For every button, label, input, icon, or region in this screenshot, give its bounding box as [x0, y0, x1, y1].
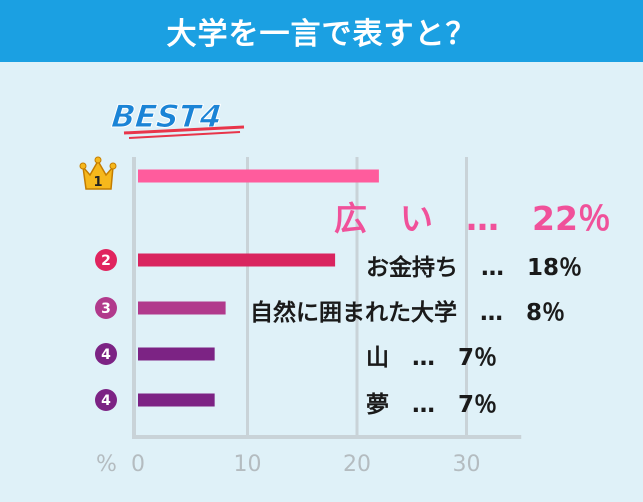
bar-label-5: 夢 … 7％ [366, 392, 497, 418]
x-tick-0: 0 [131, 452, 145, 477]
header-title: 大学を一言で表すと？ [0, 0, 643, 62]
rank-circle-5 [95, 389, 117, 411]
bar-1 [138, 169, 379, 183]
bar-3 [138, 301, 226, 315]
bar-label-1: 広 い … 22％ [334, 199, 611, 238]
x-tick-30: 30 [453, 452, 481, 477]
x-tick-10: 10 [234, 452, 262, 477]
crown-rank-number: 1 [93, 175, 102, 190]
bar-4 [138, 347, 215, 361]
bar-label-3: 自然に囲まれた大学 … 8％ [250, 299, 565, 326]
rank-circle-2 [95, 249, 117, 271]
bar-2 [138, 253, 336, 267]
grid [132, 157, 522, 439]
rank-circle-4 [95, 343, 117, 365]
bar-labels: 広 い … 22％ お金持ち … 18％ 自然に囲まれた大学 … 8％ 山 … 7％ 夢… [250, 199, 611, 418]
rank-number-2: 2 [101, 253, 111, 269]
rank-number-5: 4 [101, 393, 111, 409]
bar-5 [138, 393, 215, 407]
best4-underline-2 [128, 131, 241, 139]
crown-icon: 1 [79, 156, 117, 190]
rank-circle-3 [95, 297, 117, 319]
rank-markers: 2 3 4 4 [95, 249, 117, 411]
rank-number-4: 4 [101, 347, 111, 363]
rank-number-3: 3 [101, 301, 111, 317]
best4-underline [123, 125, 245, 135]
bar-label-2: お金持ち … 18％ [366, 254, 582, 281]
x-tick-labels: % 0 10 20 30 [96, 452, 481, 477]
bar-label-4: 山 … 7％ [366, 345, 497, 371]
best4-badge: BEST4 [109, 99, 245, 139]
x-axis-unit-label: % [96, 452, 117, 477]
bars [138, 169, 379, 407]
x-tick-20: 20 [343, 452, 371, 477]
